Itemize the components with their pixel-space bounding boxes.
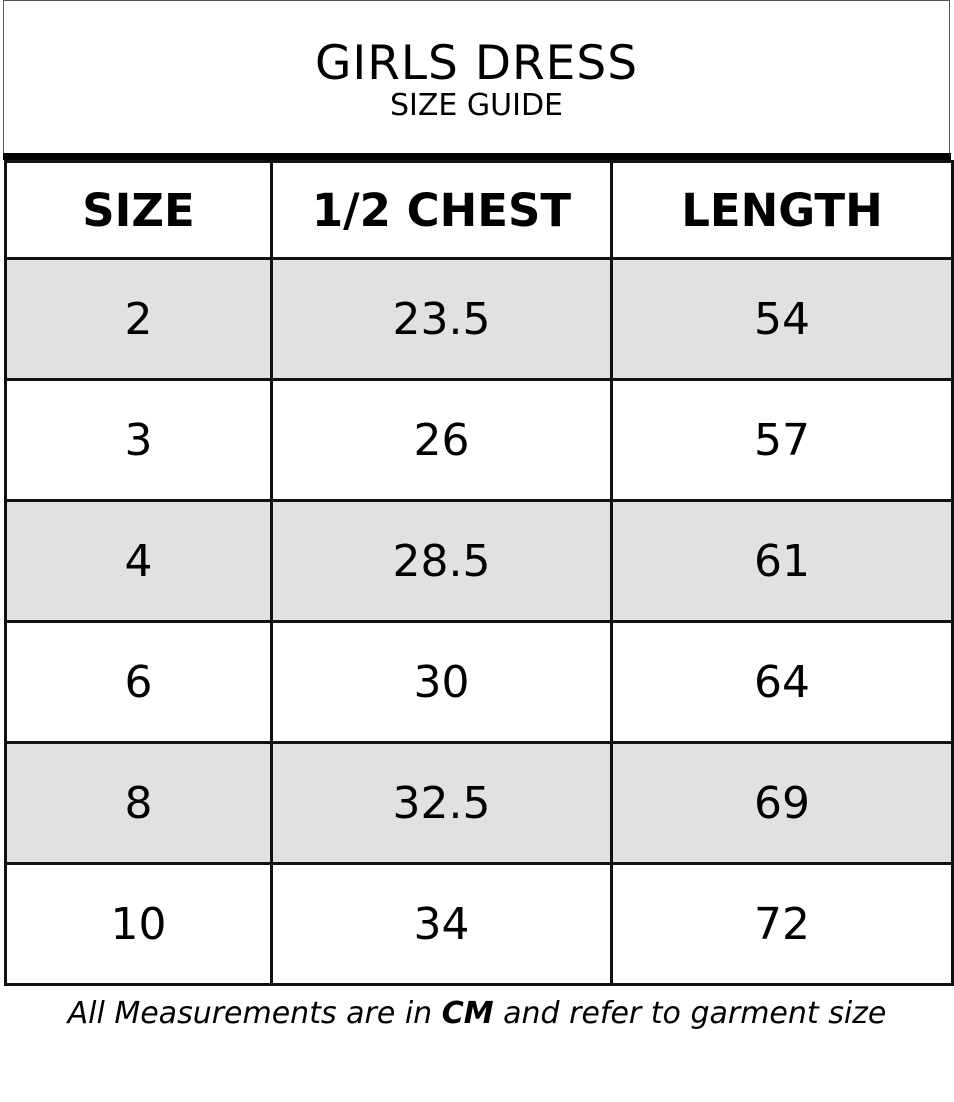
- cell-size: 10: [4, 862, 273, 986]
- cell-chest: 28.5: [270, 499, 613, 623]
- cell-chest: 34: [270, 862, 613, 986]
- table-row: 6 30 64: [4, 620, 954, 744]
- header-row: SIZE 1/2 CHEST LENGTH: [4, 160, 954, 260]
- table-row: 8 32.5 69: [4, 741, 954, 865]
- page-subtitle: SIZE GUIDE: [389, 88, 564, 123]
- table-row: 4 28.5 61: [4, 499, 954, 623]
- column-header-chest: 1/2 CHEST: [270, 160, 613, 260]
- cell-length: 72: [610, 862, 954, 986]
- column-header-length: LENGTH: [610, 160, 954, 260]
- cell-length: 64: [610, 620, 954, 744]
- table-row: 3 26 57: [4, 378, 954, 502]
- title-box: GIRLS DRESS SIZE GUIDE: [3, 0, 950, 153]
- column-header-size: SIZE: [4, 160, 273, 260]
- header-divider: [3, 153, 951, 160]
- cell-length: 69: [610, 741, 954, 865]
- cell-length: 57: [610, 378, 954, 502]
- measurement-note: All Measurements are in CM and refer to …: [0, 996, 954, 1031]
- cell-length: 54: [610, 257, 954, 381]
- cell-size: 4: [4, 499, 273, 623]
- size-table: SIZE 1/2 CHEST LENGTH 2 23.5 54 3 26 57 4 28.5 6…: [4, 160, 954, 986]
- cell-size: 6: [4, 620, 273, 744]
- cell-length: 61: [610, 499, 954, 623]
- page-title: GIRLS DRESS: [314, 36, 639, 91]
- cell-chest: 30: [270, 620, 613, 744]
- table-row: 2 23.5 54: [4, 257, 954, 381]
- table-row: 10 34 72: [4, 862, 954, 986]
- note-unit: CM: [441, 996, 494, 1031]
- cell-chest: 23.5: [270, 257, 613, 381]
- cell-size: 3: [4, 378, 273, 502]
- cell-size: 2: [4, 257, 273, 381]
- cell-size: 8: [4, 741, 273, 865]
- note-text: All Measurements are in: [67, 996, 442, 1031]
- note-text-end: and refer to garment size: [493, 996, 887, 1031]
- cell-chest: 26: [270, 378, 613, 502]
- cell-chest: 32.5: [270, 741, 613, 865]
